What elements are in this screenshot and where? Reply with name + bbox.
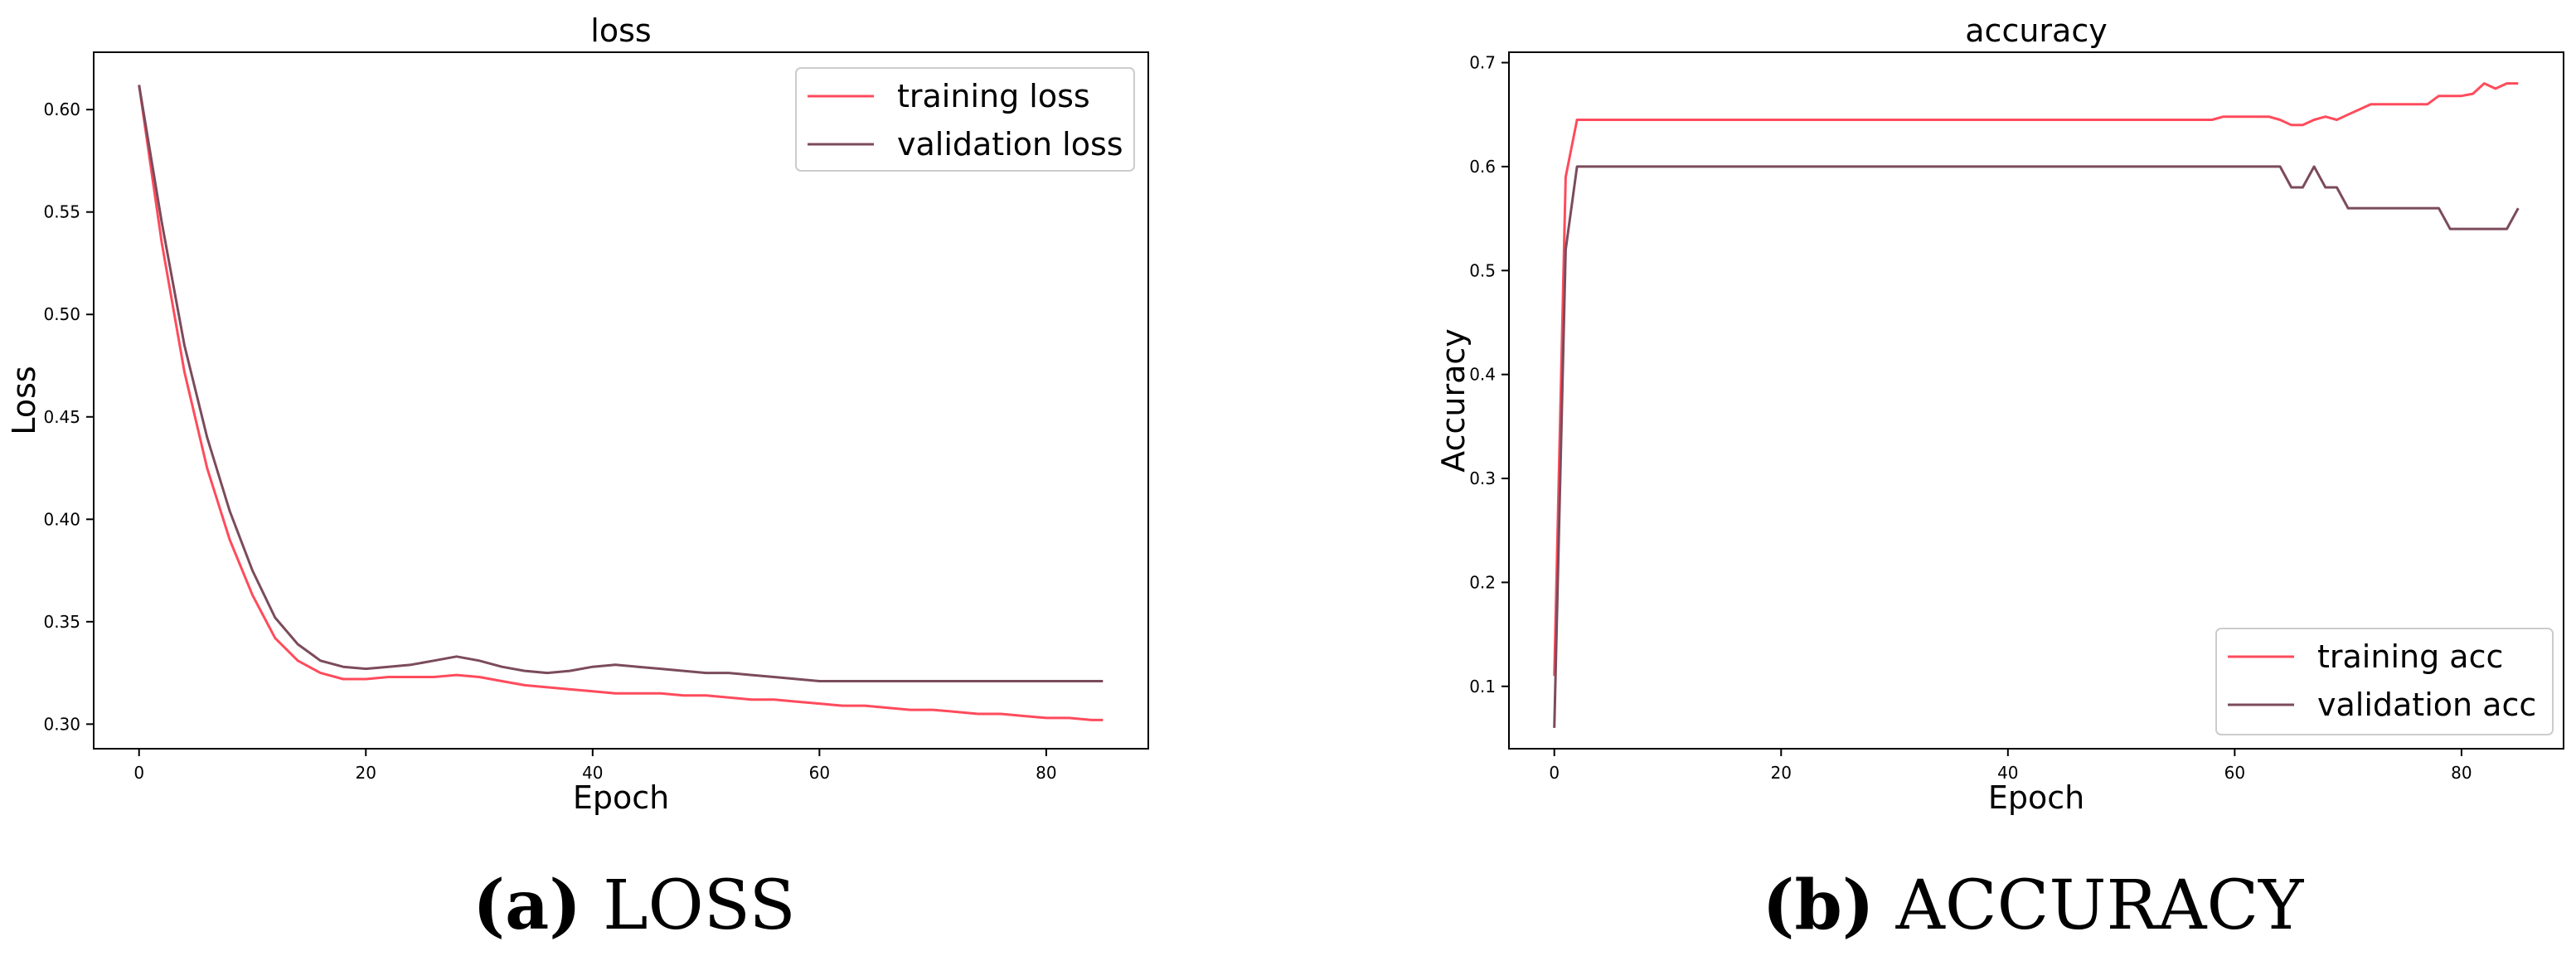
series-line-0-1: [138, 85, 1104, 682]
y-axis-label-1: Accuracy: [1435, 328, 1472, 473]
legend-label-1-0: training acc: [2317, 638, 2503, 675]
series-line-1-1: [1553, 165, 2520, 728]
accuracy-chart: 0 20 40 60 80 0.1 0.2 0.3 0.4 0.5 0.6 0.7 accuracy Ep…: [1435, 12, 2564, 816]
loss-chart: 0 20 40 60 80 0.30 0.35 0.40 0.45 0.50 0.55 0.60 los…: [6, 12, 1149, 816]
y-tick-label-1-4: 0.5: [1469, 260, 1496, 280]
y-tick-label-0-3: 0.45: [43, 407, 80, 427]
series-line-1-0: [1553, 82, 2519, 677]
series-line-0-0: [138, 85, 1104, 721]
y-tick-label-0-6: 0.60: [43, 99, 80, 119]
x-axis-label-0: Epoch: [573, 779, 669, 816]
x-tick-label-1-2: 40: [1997, 763, 2018, 783]
x-tick-label-0-0: 0: [133, 763, 144, 783]
y-tick-label-1-1: 0.2: [1469, 572, 1496, 592]
plot-frame-1: [1508, 51, 2564, 750]
chart-title-0: loss: [590, 12, 651, 49]
y-tick-label-1-0: 0.1: [1469, 677, 1496, 696]
legend-box-0: [795, 67, 1135, 172]
x-tick-label-0-2: 40: [582, 763, 603, 783]
x-tick-label-1-0: 0: [1549, 763, 1560, 783]
caption-a-text: LOSS: [581, 866, 796, 945]
y-tick-label-1-2: 0.3: [1469, 468, 1496, 488]
y-axis-label-0: Loss: [6, 366, 42, 434]
y-tick-label-1-6: 0.7: [1469, 53, 1496, 73]
x-tick-label-0-4: 80: [1036, 763, 1056, 783]
y-tick-label-0-0: 0.30: [43, 714, 80, 734]
y-tick-label-1-5: 0.6: [1469, 157, 1496, 177]
x-tick-label-1-3: 60: [2224, 763, 2245, 783]
x-tick-label-1-4: 80: [2451, 763, 2472, 783]
y-tick-label-0-5: 0.55: [43, 202, 80, 222]
x-tick-label-1-1: 20: [1771, 763, 1792, 783]
x-tick-label-0-1: 20: [356, 763, 376, 783]
caption-b: (b) ACCURACY: [1763, 866, 2305, 945]
chart-title-1: accuracy: [1965, 12, 2107, 49]
caption-b-text: ACCURACY: [1875, 866, 2305, 945]
legend-label-0-1: validation loss: [897, 126, 1123, 163]
caption-b-letter: (b): [1763, 866, 1875, 945]
x-tick-label-0-3: 60: [809, 763, 830, 783]
legend-box-1: [2215, 628, 2554, 735]
caption-a-letter: (a): [473, 866, 581, 945]
y-tick-label-1-3: 0.4: [1469, 365, 1496, 385]
y-tick-label-0-2: 0.40: [43, 509, 80, 529]
y-tick-label-0-1: 0.35: [43, 612, 80, 632]
plot-frame-0: [93, 51, 1149, 750]
legend-label-1-1: validation acc: [2317, 687, 2536, 723]
x-axis-label-1: Epoch: [1988, 779, 2084, 816]
y-tick-label-0-4: 0.50: [43, 304, 80, 324]
legend-label-0-0: training loss: [897, 78, 1090, 114]
caption-a: (a) LOSS: [473, 866, 795, 945]
